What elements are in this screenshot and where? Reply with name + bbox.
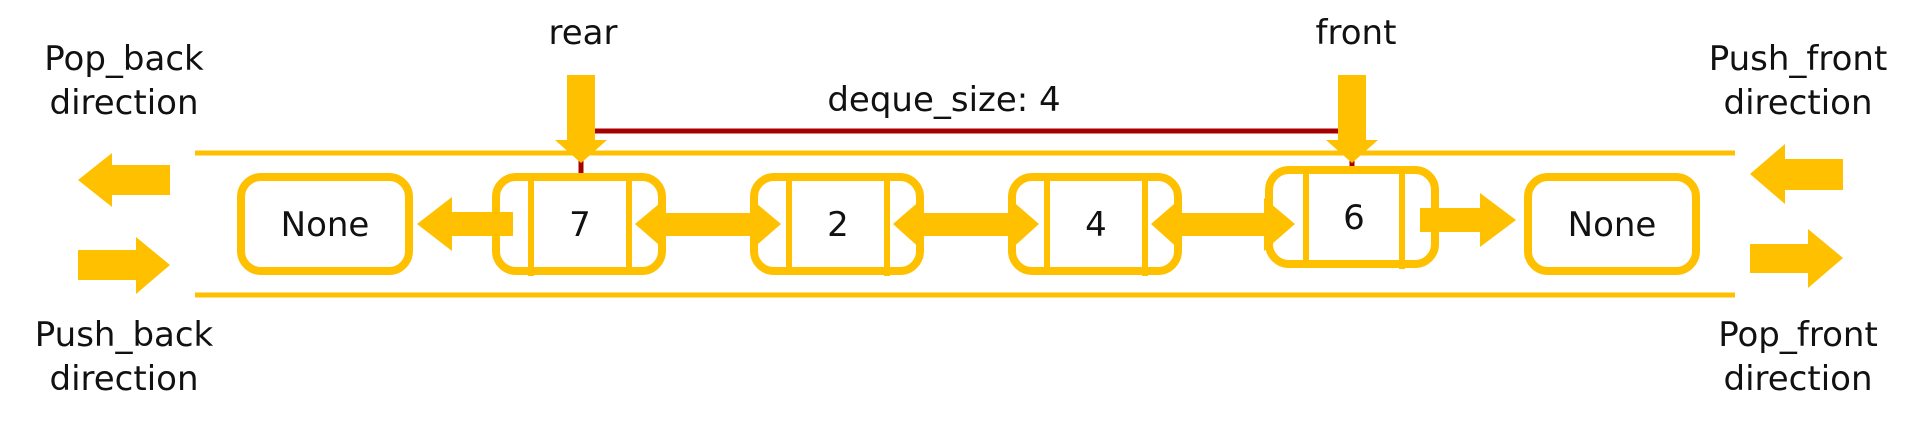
right-none-text: None — [1568, 205, 1657, 245]
arrow-7-to-none-left — [417, 197, 513, 251]
node-2-value: 2 — [827, 205, 849, 245]
rear-label: rear — [549, 13, 618, 53]
front-label: front — [1316, 13, 1397, 53]
push-front-label-line2: direction — [1724, 83, 1873, 123]
push-front-arrow-icon — [1750, 144, 1843, 204]
push-front-label-line1: Push_front — [1709, 39, 1888, 79]
left-none-node — [237, 173, 413, 275]
pop-front-label-line1: Pop_front — [1718, 315, 1878, 355]
pop-front-label-line2: direction — [1724, 359, 1873, 399]
rear-pointer-arrow — [555, 75, 607, 163]
push-back-arrow-icon — [78, 237, 170, 294]
arrow-6-to-none-right — [1420, 193, 1516, 247]
arrow-7-2-bidirectional — [635, 198, 781, 251]
node-7-value: 7 — [569, 205, 591, 245]
push-back-label-line2: direction — [50, 359, 199, 399]
node-6 — [1265, 166, 1439, 269]
push-back-label-line1: Push_back — [35, 315, 214, 355]
arrow-2-4-bidirectional — [893, 198, 1039, 251]
front-pointer-arrow — [1326, 75, 1378, 163]
pop-front-arrow-icon — [1750, 229, 1843, 288]
pop-back-label-line2: direction — [50, 83, 199, 123]
left-none-text: None — [281, 205, 370, 245]
deque-size-label: deque_size: 4 — [827, 80, 1060, 120]
pop-back-label-line1: Pop_back — [44, 39, 204, 79]
node-4-value: 4 — [1085, 205, 1107, 245]
arrow-4-6-bidirectional — [1151, 198, 1295, 251]
pop-back-arrow-icon — [78, 153, 170, 207]
node-6-value: 6 — [1343, 198, 1365, 238]
right-none-node — [1524, 173, 1700, 275]
